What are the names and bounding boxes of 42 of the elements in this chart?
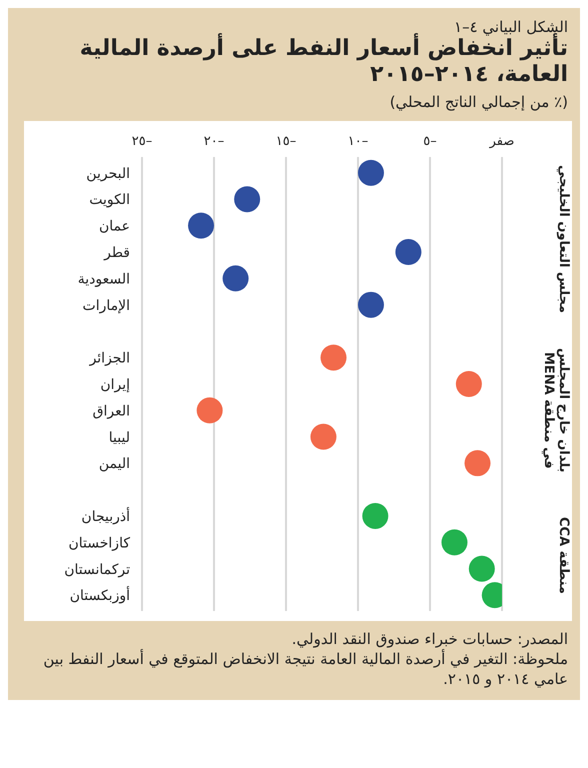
y-tick-label: اليمن [98,456,130,472]
text: منطقة CCA [555,516,571,596]
y-tick-label: البحرين [86,166,130,182]
x-tick-label: –١٥ [276,134,296,149]
point [358,160,384,186]
point [362,502,388,529]
y-tick-label: الجزائر [88,350,130,366]
point [310,424,336,450]
y-tick-label: أذربيجان [81,506,130,525]
text: المصدر: حسابات خبراء صندوق النقد الدولي. [290,628,568,649]
point [456,370,482,397]
point [358,292,384,318]
point [196,397,223,424]
point [222,265,249,292]
point [320,344,347,370]
x-tick-label: صفر [488,134,514,149]
x-tick-label: –٥ [423,134,437,149]
text: بلدان خارج المجلس في منطقة MENA [540,346,571,474]
x-axis-title: (٪ من إجمالي الناتج المحلي) [388,92,568,111]
y-tick-label: ليبيا [108,430,130,446]
x-tick-label: –٢٠ [204,134,224,149]
point [464,450,491,476]
point [234,186,260,212]
y-tick-label: تركمانستان [64,562,130,578]
y-tick-label: السعودية [78,271,130,288]
y-tick-label: إيران [100,376,130,393]
point [441,529,468,556]
point [468,556,495,582]
y-tick-label: العراق [92,403,130,420]
point [395,238,422,265]
y-tick-label: أوزبكستان [70,586,130,604]
y-tick-label: الإمارات [82,298,130,314]
chart-subtitle: الشكل البياني ٤–١ [453,18,568,36]
point [188,212,214,238]
text: مجلس التعاون الخليجي [555,164,571,315]
y-tick-label: قطر [103,244,130,261]
y-tick-label: الكويت [89,192,130,208]
x-tick-label: –١٠ [348,134,368,149]
x-tick-label: –٢٥ [132,134,152,149]
y-tick-label: كازاخستان [68,535,130,552]
y-tick-label: عمان [99,218,130,234]
text: ملحوظة: التغير في أرصدة المالية العامة نتيجة الانخفاض المتوقع في أسعار النفط بين عامي ٢٠١٤ و ٢٠١٥. [42,649,568,690]
